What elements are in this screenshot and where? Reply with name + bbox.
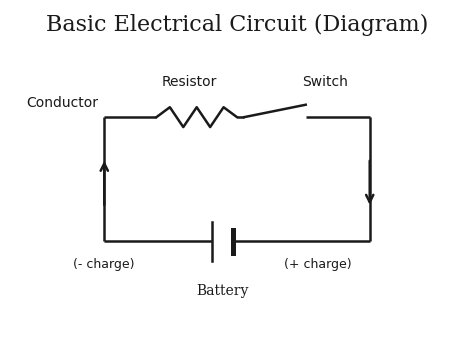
- Text: Battery: Battery: [197, 284, 249, 298]
- Text: (+ charge): (+ charge): [284, 258, 352, 271]
- Text: Switch: Switch: [302, 75, 347, 89]
- Text: Conductor: Conductor: [26, 96, 98, 110]
- Text: Basic Electrical Circuit (Diagram): Basic Electrical Circuit (Diagram): [46, 14, 428, 36]
- Text: Resistor: Resistor: [162, 75, 217, 89]
- Text: (- charge): (- charge): [73, 258, 135, 271]
